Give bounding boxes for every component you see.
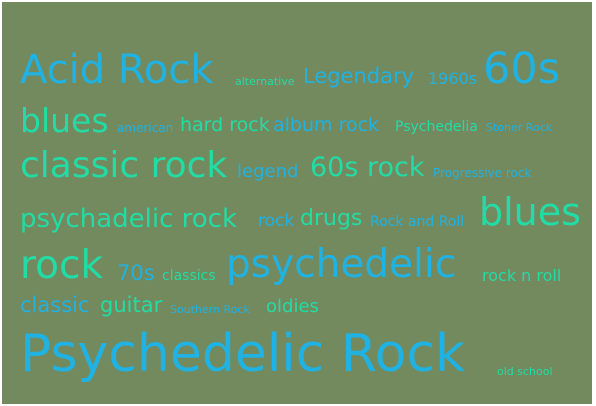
tag-psychedelia[interactable]: Psychedelia <box>395 119 478 135</box>
tag-legend[interactable]: legend <box>237 161 299 182</box>
tag-psychedelic[interactable]: psychedelic <box>226 242 457 287</box>
tag-stoner-rock[interactable]: Stoner Rock <box>486 121 553 134</box>
tag-alternative[interactable]: alternative <box>235 75 295 88</box>
tag-60s-rock[interactable]: 60s rock <box>310 152 425 183</box>
tag-psychadelic-rock[interactable]: psychadelic rock <box>20 204 238 234</box>
tag-legendary[interactable]: Legendary <box>303 64 415 88</box>
tag-rock-small[interactable]: rock <box>258 211 295 231</box>
tag-oldies[interactable]: oldies <box>266 296 319 317</box>
tag-rock-large[interactable]: rock <box>20 243 104 288</box>
tag-psychedelic-rock[interactable]: Psychedelic Rock <box>20 324 466 384</box>
tag-classic[interactable]: classic <box>20 293 90 317</box>
tag-rock-and-roll[interactable]: Rock and Roll <box>370 214 465 230</box>
tag-blues-large[interactable]: blues <box>479 190 581 234</box>
tag-acid-rock[interactable]: Acid Rock <box>20 47 214 93</box>
tag-guitar[interactable]: guitar <box>100 293 163 317</box>
tag-blues-small[interactable]: blues <box>20 101 109 140</box>
tag-classic-rock[interactable]: classic rock <box>20 145 228 186</box>
tag-southern-rock[interactable]: Southern Rock <box>170 303 250 316</box>
tag-rock-n-roll[interactable]: rock n roll <box>482 266 562 285</box>
tag-60s[interactable]: 60s <box>483 44 561 94</box>
tag-old-school[interactable]: old school <box>497 365 553 378</box>
tag-progressive-rock[interactable]: Progressive rock <box>433 166 532 180</box>
tag-hard-rock[interactable]: hard rock <box>180 114 270 136</box>
tag-drugs[interactable]: drugs <box>300 206 363 231</box>
tag-70s[interactable]: 70s <box>117 261 155 285</box>
tag-american[interactable]: american <box>117 121 174 135</box>
tag-classics[interactable]: classics <box>162 268 216 284</box>
tag-album-rock[interactable]: album rock <box>273 114 380 136</box>
tag-1960s[interactable]: 1960s <box>428 69 478 88</box>
